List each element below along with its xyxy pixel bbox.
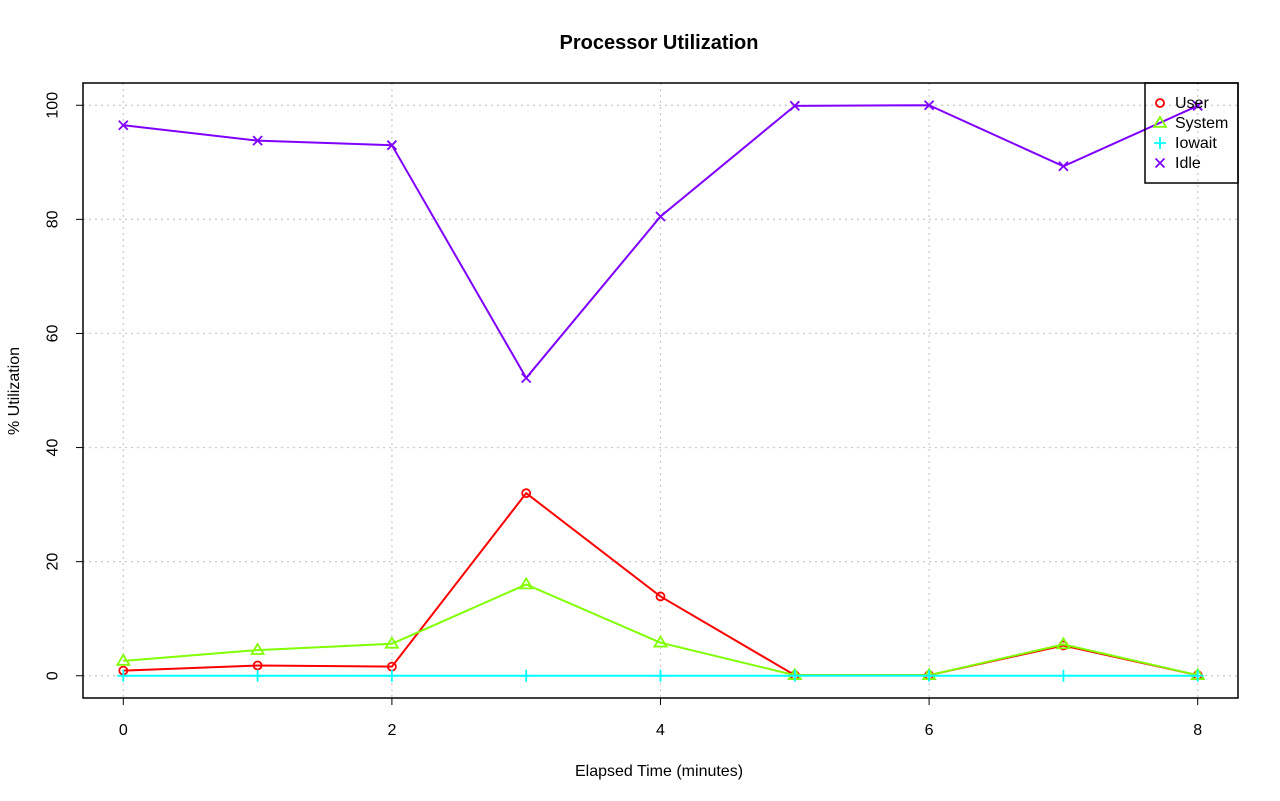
data-point-plus xyxy=(1057,669,1070,682)
data-point-triangle xyxy=(384,636,400,649)
x-axis-label: Elapsed Time (minutes) xyxy=(575,763,743,780)
data-point-plus xyxy=(1191,669,1204,682)
y-tick-label: 100 xyxy=(45,92,62,119)
series-iowait xyxy=(117,669,1204,682)
x-tick-label: 6 xyxy=(925,722,934,739)
data-point-cross xyxy=(252,135,263,146)
data-point-plus xyxy=(117,669,130,682)
x-tick-label: 0 xyxy=(119,722,128,739)
legend-item-idle: Idle xyxy=(1154,155,1201,172)
data-point-cross xyxy=(1192,100,1203,111)
data-point-cross xyxy=(789,100,800,111)
legend-label: Idle xyxy=(1175,155,1201,172)
legend-item-system: System xyxy=(1152,115,1228,132)
data-point-cross xyxy=(118,120,129,131)
plot-frame xyxy=(82,82,1239,699)
legend-box xyxy=(1144,82,1239,184)
data-point-circle xyxy=(655,591,666,602)
legend: User System Iowait Idle xyxy=(1144,82,1239,184)
data-point-circle xyxy=(1155,98,1165,108)
x-tick-label: 2 xyxy=(387,722,396,739)
data-point-triangle xyxy=(249,642,266,655)
data-point-cross xyxy=(521,372,532,384)
series-idle xyxy=(118,100,1203,384)
data-point-plus xyxy=(251,669,264,682)
y-tick-label: 60 xyxy=(45,324,62,342)
data-point-circle xyxy=(521,488,532,499)
data-point-plus xyxy=(654,669,667,682)
legend-item-iowait: Iowait xyxy=(1154,135,1217,152)
data-point-triangle xyxy=(652,634,669,648)
chart-title: Processor Utilization xyxy=(560,32,759,54)
y-tick-label: 20 xyxy=(45,553,62,571)
data-point-cross xyxy=(655,211,666,222)
data-point-triangle xyxy=(1152,115,1168,128)
legend-item-user: User xyxy=(1155,95,1209,112)
y-tick-label: 0 xyxy=(45,671,62,680)
data-point-cross xyxy=(386,140,398,151)
data-point-triangle xyxy=(1055,636,1072,650)
plot-series xyxy=(115,100,1206,682)
x-tick-label: 4 xyxy=(656,722,665,739)
data-point-cross xyxy=(1058,161,1069,172)
data-point-triangle xyxy=(115,653,131,666)
data-point-plus xyxy=(520,669,533,682)
data-point-plus xyxy=(923,669,936,682)
legend-label: Iowait xyxy=(1175,135,1217,152)
data-point-triangle xyxy=(518,576,534,590)
series-line-system xyxy=(123,583,1198,677)
y-axis-label: % Utilization xyxy=(6,347,23,435)
y-tick-label: 80 xyxy=(45,210,62,228)
data-point-cross xyxy=(1154,157,1166,169)
y-tick-label: 40 xyxy=(45,439,62,457)
data-point-plus xyxy=(1154,137,1166,149)
grid-lines xyxy=(83,83,1238,698)
legend-label: System xyxy=(1175,115,1228,132)
data-point-plus xyxy=(788,669,801,682)
series-system xyxy=(115,576,1206,680)
legend-label: User xyxy=(1175,95,1209,112)
data-point-cross xyxy=(923,100,935,111)
x-tick-label: 8 xyxy=(1193,722,1202,739)
data-point-circle xyxy=(252,660,263,671)
data-point-plus xyxy=(385,669,398,682)
